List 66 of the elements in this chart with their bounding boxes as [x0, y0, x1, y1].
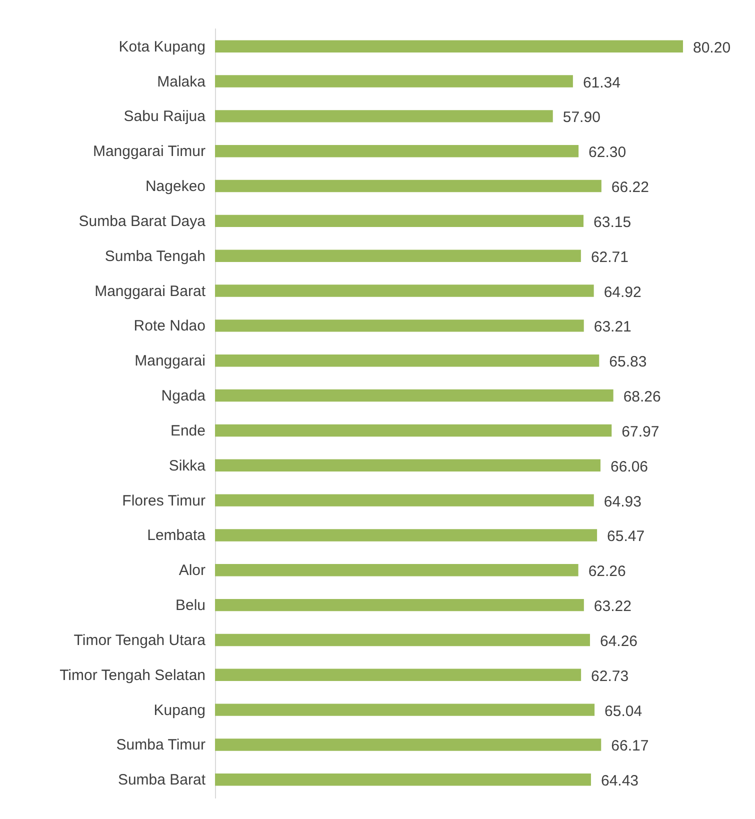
- data-label: 66.06: [610, 458, 648, 476]
- y-tick-label: Alor: [178, 562, 206, 580]
- y-tick-label: Kota Kupang: [118, 38, 206, 56]
- data-label: 65.83: [609, 354, 647, 371]
- y-tick-label: Manggarai Barat: [94, 282, 206, 300]
- data-label: 64.26: [600, 632, 638, 650]
- data-label: 68.26: [623, 388, 661, 406]
- y-tick-label: Sumba Tengah: [104, 248, 206, 265]
- bar: [215, 529, 598, 542]
- data-label: 64.92: [604, 284, 642, 301]
- bar: [215, 564, 578, 576]
- bar: [215, 389, 614, 402]
- bar: [215, 40, 683, 52]
- y-tick-label: Sumba Barat: [118, 772, 206, 789]
- data-label: 66.22: [611, 179, 649, 196]
- data-label: 65.47: [607, 528, 645, 546]
- data-label: 66.17: [611, 738, 649, 755]
- bar: [215, 424, 612, 437]
- bar: [215, 738, 602, 751]
- bar: [215, 110, 553, 122]
- bar: [215, 75, 573, 88]
- y-tick-label: Belu: [175, 597, 206, 614]
- bar: [215, 459, 600, 472]
- data-label: 62.30: [588, 144, 626, 162]
- y-tick-label: Sabu Raijua: [124, 108, 206, 126]
- y-tick-label: Malaka: [157, 73, 206, 90]
- data-label: 64.43: [600, 772, 639, 790]
- data-label: 62.73: [591, 668, 629, 685]
- y-tick-label: Sumba Timur: [116, 736, 206, 754]
- bar: [215, 598, 584, 612]
- bar: [215, 320, 584, 332]
- bar: [215, 634, 590, 646]
- y-tick-label: Sumba Barat Daya: [78, 212, 206, 230]
- bar: [215, 214, 584, 228]
- bar: [215, 774, 591, 786]
- y-tick-label: Flores Timur: [122, 492, 206, 510]
- bar: [215, 180, 602, 192]
- y-tick-label: Manggarai Timur: [92, 143, 206, 160]
- y-tick-label: Timor Tengah Utara: [74, 632, 206, 649]
- y-tick-label: Manggarai: [134, 352, 206, 370]
- bar: [215, 250, 581, 262]
- y-tick-label: Sikka: [168, 457, 206, 474]
- data-label: 57.90: [562, 109, 600, 126]
- data-label: 67.97: [622, 423, 660, 440]
- data-label: 65.04: [604, 702, 642, 720]
- y-tick-label: Lembata: [147, 527, 206, 544]
- y-tick-label: Timor Tengah Selatan: [60, 666, 206, 684]
- bar: [215, 494, 594, 506]
- y-tick-label: Ngada: [161, 388, 206, 405]
- data-label: 62.26: [588, 563, 626, 580]
- bar: [215, 354, 600, 367]
- bar: [215, 668, 582, 682]
- data-label: 63.22: [594, 598, 632, 616]
- y-tick-label: Ende: [170, 422, 206, 440]
- data-label: 61.34: [582, 74, 620, 92]
- data-label: 62.71: [590, 248, 628, 266]
- data-label: 80.20: [693, 39, 731, 56]
- data-label: 63.15: [594, 214, 632, 231]
- data-label: 63.21: [594, 318, 632, 336]
- y-tick-label: Nagekeo: [145, 178, 206, 196]
- y-tick-label: Kupang: [154, 702, 206, 719]
- bar: [215, 284, 594, 297]
- bar: [215, 144, 579, 158]
- data-label: 64.93: [604, 493, 642, 510]
- bar: [215, 704, 595, 716]
- y-tick-label: Rote Ndao: [134, 318, 206, 335]
